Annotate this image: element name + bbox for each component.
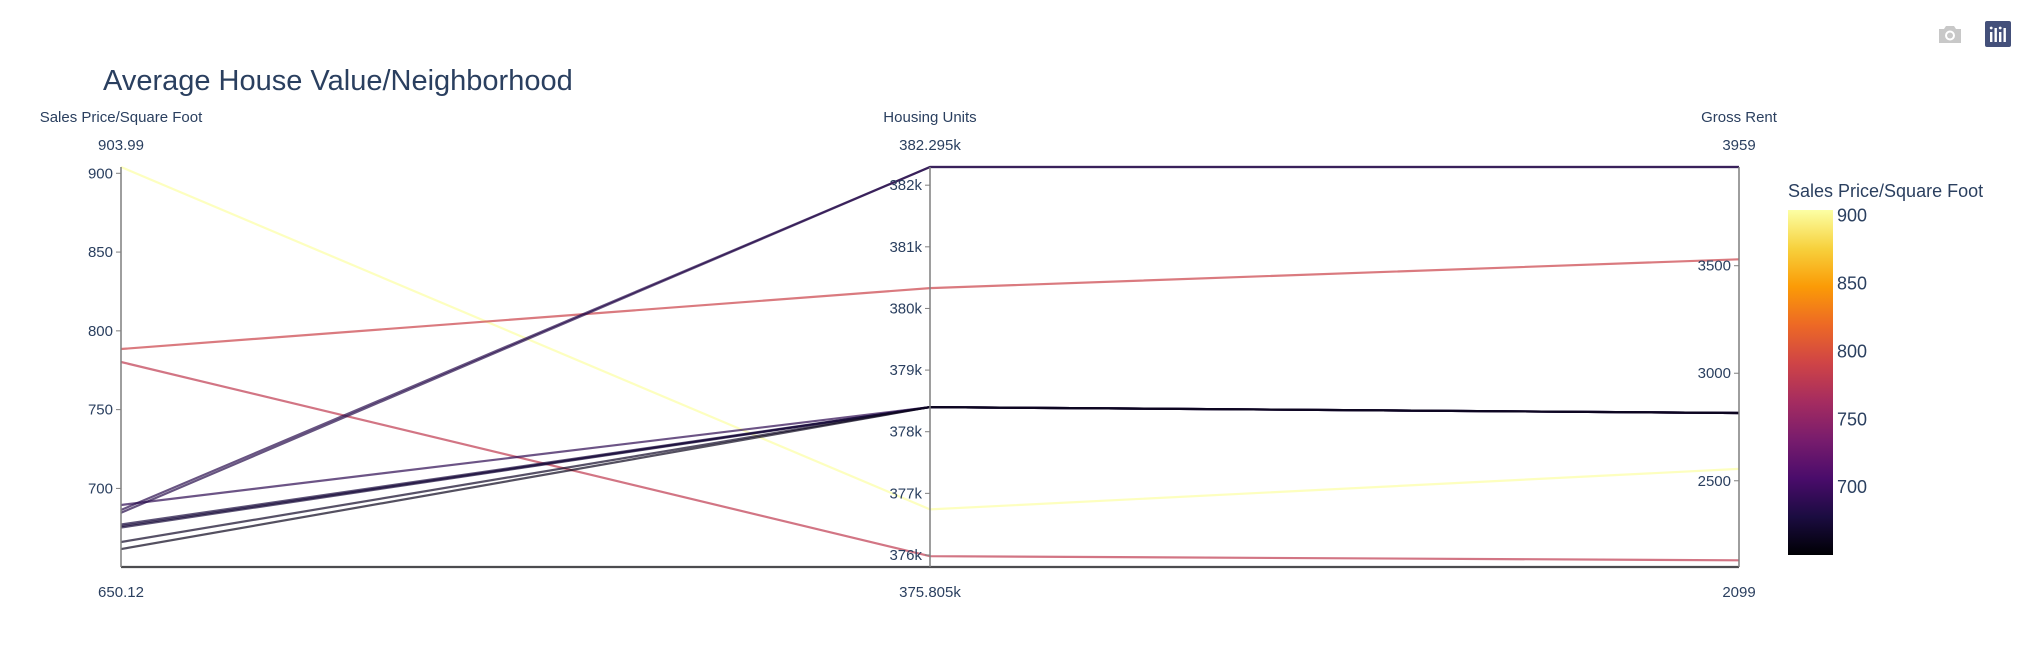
camera-icon[interactable] bbox=[1936, 20, 1964, 48]
axes: Sales Price/Square Foot 903.99 650.12 700 75… bbox=[40, 109, 1778, 601]
colorbar-gradient bbox=[1788, 210, 1833, 555]
axis-tick-label: 850 bbox=[88, 244, 113, 261]
colorbar-tick-label: 900 bbox=[1837, 205, 1867, 225]
axis-range-max: 382.295k bbox=[899, 137, 961, 154]
colorbar-tick-label: 700 bbox=[1837, 477, 1867, 497]
colorbar-tick-label: 850 bbox=[1837, 273, 1867, 293]
axis-tick-label: 750 bbox=[88, 402, 113, 419]
axis-range-max: 903.99 bbox=[98, 137, 144, 154]
axis-tick-label: 376k bbox=[889, 547, 922, 564]
axis-range-min: 375.805k bbox=[899, 584, 961, 601]
axis-tick-label: 2500 bbox=[1698, 473, 1731, 490]
axis-tick-label: 381k bbox=[889, 239, 922, 256]
axis-tick-label: 378k bbox=[889, 424, 922, 441]
axis-range-min: 650.12 bbox=[98, 584, 144, 601]
plotly-logo-icon[interactable] bbox=[1984, 20, 2012, 48]
axis-tick-label: 3500 bbox=[1698, 258, 1731, 275]
axis-tick-label: 3000 bbox=[1698, 365, 1731, 382]
axis-0[interactable]: Sales Price/Square Foot 903.99 650.12 700 75… bbox=[40, 109, 203, 601]
axis-title: Housing Units bbox=[883, 109, 976, 126]
axis-range-max: 3959 bbox=[1722, 137, 1755, 154]
axis-range-min: 2099 bbox=[1722, 584, 1755, 601]
chart-title: Average House Value/Neighborhood bbox=[103, 65, 573, 97]
axis-title: Gross Rent bbox=[1701, 109, 1778, 126]
colorbar-tick-label: 800 bbox=[1837, 341, 1867, 361]
modebar bbox=[1936, 20, 2012, 48]
colorbar-title: Sales Price/Square Foot bbox=[1788, 181, 1983, 201]
axis-1[interactable]: Housing Units 382.295k 375.805k 376k 377k 378… bbox=[883, 109, 976, 601]
axis-tick-label: 382k bbox=[889, 177, 922, 194]
axis-tick-label: 380k bbox=[889, 300, 922, 317]
axis-title: Sales Price/Square Foot bbox=[40, 109, 203, 126]
axis-tick-label: 800 bbox=[88, 323, 113, 340]
axis-tick-label: 379k bbox=[889, 362, 922, 379]
axis-tick-label: 900 bbox=[88, 165, 113, 182]
axis-tick-label: 377k bbox=[889, 485, 922, 502]
axis-tick-label: 700 bbox=[88, 480, 113, 497]
axis-2[interactable]: Gross Rent 3959 2099 2500 3000 3500 bbox=[1698, 109, 1778, 601]
colorbar-tick-label: 750 bbox=[1837, 409, 1867, 429]
colorbar: Sales Price/Square Foot 700 750 800 850 900 bbox=[1788, 181, 1983, 555]
